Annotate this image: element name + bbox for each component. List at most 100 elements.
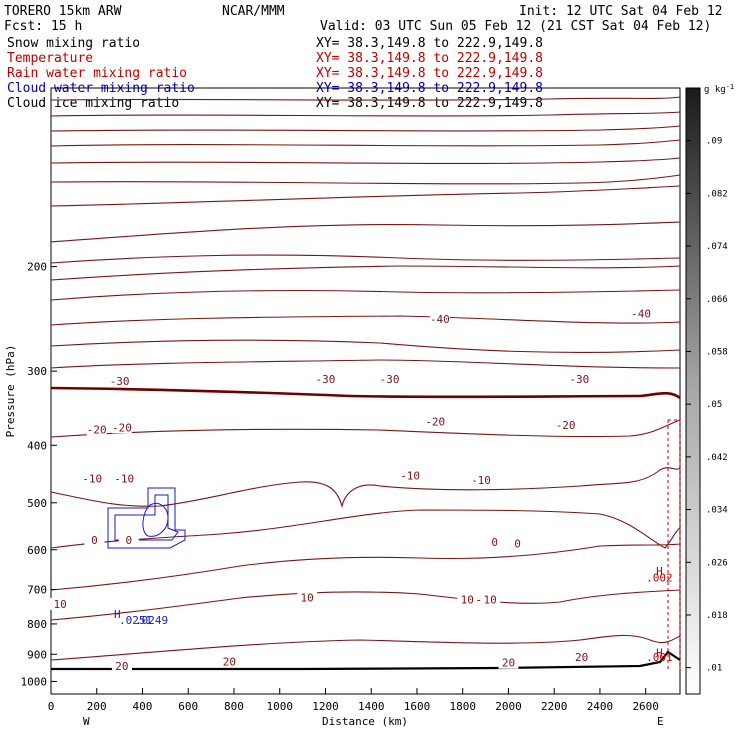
colorbar-tick-label: .01 [706, 664, 722, 674]
x-axis-label: Distance (km) [322, 715, 408, 728]
isotherm-label: 10 [301, 591, 314, 604]
field-xy-snow: XY= 38.3,149.8 to 222.9,149.8 [316, 36, 543, 51]
x-tick-label: 1200 [312, 700, 339, 713]
isotherm-line [50, 111, 681, 117]
x-axis-left-end: W [83, 715, 90, 728]
x-tick-label: 2000 [495, 700, 522, 713]
x-tick-label: 2400 [587, 700, 614, 713]
contour-label-bg [219, 655, 240, 668]
isotherm-line [50, 254, 681, 264]
x-tick-label: 0 [48, 700, 55, 713]
contour-label-bg [111, 421, 132, 434]
contour-label-bg [507, 537, 528, 550]
y-axis-label: Pressure (hPa) [4, 345, 17, 438]
plot-area [50, 87, 681, 695]
colorbar-tick-label: .05 [706, 400, 722, 410]
colorbar-fill [685, 87, 701, 695]
contour-label-bg [114, 472, 135, 485]
isotherm-label: 10 [484, 594, 497, 607]
figure-header: TORERO 15km ARW NCAR/MMM Init: 12 UTC Sa… [4, 4, 723, 34]
contour-label-bg [484, 535, 505, 548]
isotherm-line [50, 96, 681, 101]
isotherm-line [50, 589, 681, 621]
isotherm-line [50, 359, 681, 369]
terrain-line [51, 650, 681, 671]
contour-label-bg [50, 597, 71, 610]
isotherm-label: -10 [400, 470, 420, 483]
isotherm-label: -10 [82, 472, 102, 485]
isotherm-label: 10 [461, 594, 474, 607]
contour-label-bg [400, 469, 421, 482]
cloud-water-marker: .0249 [135, 614, 168, 627]
center-title: NCAR/MMM [222, 4, 285, 19]
contour-label-bg [82, 472, 103, 485]
temperature-contours [50, 96, 681, 661]
cloud-water-line [107, 487, 186, 549]
isotherm-line [50, 467, 681, 509]
model-title: TORERO 15km ARW [4, 4, 122, 19]
isotherm-line [50, 185, 681, 207]
field-name-rain: Rain water mixing ratio [7, 66, 187, 81]
isotherm-label: -10 [471, 474, 491, 487]
isotherm-line [50, 221, 681, 243]
rain-water-marker: .002 [646, 571, 673, 584]
isotherm-label: 0 [125, 534, 132, 547]
contour-labels: -40 -40-30 -30 -30 -30-20 -20 -20 -20-10 -10 -10-… [50, 307, 673, 673]
colorbar-tick-label: .082 [706, 189, 728, 199]
colorbar-tick-label: .066 [706, 295, 728, 305]
forecast-hour: Fcst: 15 h [4, 19, 82, 34]
isotherm-label: -20 [425, 416, 445, 429]
contour-label-bg [425, 415, 446, 428]
contour-label-bg [471, 474, 492, 487]
rain-water-marker: .001 [646, 651, 673, 664]
contour-label-bg [118, 534, 139, 547]
isotherm-label: -20 [87, 423, 107, 436]
contour-label-bg [84, 534, 105, 547]
colorbar-unit: g kg-1 [704, 83, 734, 95]
field-xy-cloud-ice: XY= 38.3,149.8 to 222.9,149.8 [316, 96, 543, 111]
isotherm-line [50, 509, 681, 549]
colorbar-tick-label: .018 [706, 611, 728, 621]
y-tick-label: 200 [27, 261, 47, 274]
x-tick-label: 1600 [404, 700, 431, 713]
cloud-water-marker: .0251 [119, 614, 152, 627]
field-xy-temperature: XY= 38.3,149.8 to 222.9,149.8 [316, 51, 543, 66]
x-tick-label: 2600 [632, 700, 659, 713]
colorbar-tick-label: .026 [706, 558, 728, 568]
contour-label-bg [555, 419, 576, 432]
isotherm-label: -10 [114, 472, 134, 485]
isotherm-label: -40 [430, 313, 450, 326]
colorbar-tick-label: .058 [706, 347, 728, 357]
isotherm-label: 20 [502, 657, 515, 670]
isotherm-label: -30 [316, 373, 336, 386]
isotherm-line [50, 315, 681, 326]
isotherm-line [50, 339, 681, 354]
contour-label-bg [631, 307, 652, 320]
contour-label-bg [498, 656, 519, 669]
isotherm-line [50, 174, 681, 185]
x-tick-label: 1800 [449, 700, 476, 713]
contour-label-bg [480, 593, 501, 606]
field-xy-rain: XY= 38.3,149.8 to 222.9,149.8 [316, 66, 543, 81]
x-tick-label: 600 [178, 700, 198, 713]
y-tick-label: 300 [27, 365, 47, 378]
y-tick-label: 600 [27, 544, 47, 557]
x-tick-label: 1000 [266, 700, 293, 713]
cloud-water-line [142, 503, 169, 537]
isotherm-line [50, 289, 681, 301]
x-tick-label: 200 [87, 700, 107, 713]
field-name-snow: Snow mixing ratio [7, 36, 140, 51]
colorbar-tick-label: .074 [706, 242, 728, 252]
isotherm-line [50, 543, 681, 591]
contour-label-bg [569, 372, 590, 385]
isotherm-label: 0 [91, 534, 98, 547]
isotherm-label: -20 [556, 419, 576, 432]
x-tick-label: 1400 [358, 700, 385, 713]
y-tick-label: 1000 [21, 675, 48, 688]
contour-label-bg [315, 372, 336, 385]
isotherm-label: 20 [575, 651, 588, 664]
x-tick-label: 400 [133, 700, 153, 713]
isotherm-label: -40 [631, 308, 651, 321]
isotherm-label: 0 [491, 536, 498, 549]
